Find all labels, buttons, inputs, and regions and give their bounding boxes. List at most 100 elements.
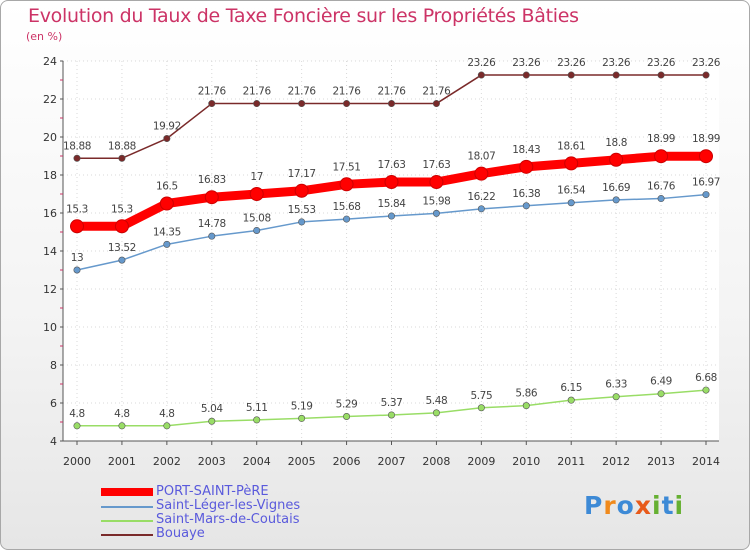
- data-point: [387, 411, 395, 419]
- data-label: 18.99: [692, 133, 720, 145]
- data-point: [702, 386, 710, 394]
- data-label: 14.78: [198, 218, 226, 230]
- data-label: 15.53: [288, 204, 316, 216]
- x-tick-label: 2012: [602, 455, 630, 468]
- data-label: 18.61: [557, 140, 585, 152]
- data-point: [612, 393, 620, 401]
- data-label: 13: [71, 252, 84, 264]
- data-point: [567, 71, 575, 79]
- x-tick-label: 2004: [243, 455, 271, 468]
- x-tick-label: 2010: [512, 455, 540, 468]
- data-label: 21.76: [243, 86, 272, 98]
- data-point: [253, 100, 261, 108]
- legend-swatch-saint-mars: [101, 520, 153, 522]
- data-label: 6.15: [560, 382, 582, 394]
- data-point: [612, 71, 620, 79]
- data-label: 6.68: [695, 372, 717, 384]
- data-point: [163, 135, 171, 143]
- data-point: [477, 205, 485, 213]
- data-label: 15.98: [422, 195, 450, 207]
- data-point: [522, 71, 530, 79]
- data-label: 16.38: [512, 188, 540, 200]
- data-label: 21.76: [422, 86, 451, 98]
- data-label: 16.5: [156, 181, 178, 193]
- y-tick-label: 12: [43, 283, 57, 296]
- data-point: [477, 71, 485, 79]
- data-label: 15.84: [377, 198, 406, 210]
- data-point: [522, 402, 530, 410]
- y-tick-label: 24: [43, 55, 57, 68]
- data-point: [609, 152, 624, 167]
- y-unit-label: (en %): [26, 30, 63, 43]
- x-tick-label: 2006: [333, 455, 361, 468]
- data-label: 16.97: [692, 177, 720, 189]
- data-label: 6.33: [605, 379, 627, 391]
- data-label: 17: [250, 171, 263, 183]
- data-label: 16.69: [602, 182, 630, 194]
- data-point: [567, 199, 575, 207]
- data-label: 5.19: [291, 400, 313, 412]
- data-label: 23.26: [692, 57, 721, 69]
- data-point: [253, 416, 261, 424]
- data-point: [432, 409, 440, 417]
- data-point: [208, 100, 216, 108]
- data-label: 16.83: [198, 174, 226, 186]
- x-tick-label: 2011: [557, 455, 585, 468]
- legend-label: Saint-Mars-de-Coutais: [156, 512, 300, 527]
- y-tick-label: 16: [43, 207, 57, 220]
- data-label: 5.11: [246, 402, 268, 414]
- legend-swatch-saint-leger: [101, 506, 153, 508]
- data-label: 18.8: [605, 137, 627, 149]
- y-tick-label: 10: [43, 321, 57, 334]
- data-point: [702, 71, 710, 79]
- x-tick-label: 2013: [647, 455, 675, 468]
- data-label: 23.26: [602, 57, 631, 69]
- data-point: [612, 196, 620, 204]
- data-point: [519, 159, 534, 174]
- proxiti-logo: Proxiti: [584, 491, 685, 520]
- data-label: 18.07: [467, 151, 495, 163]
- data-label: 18.99: [647, 133, 675, 145]
- data-point: [387, 100, 395, 108]
- data-label: 14.35: [153, 226, 181, 238]
- legend-label: Saint-Léger-les-Vignes: [156, 498, 301, 513]
- data-point: [208, 417, 216, 425]
- data-label: 21.76: [198, 86, 227, 98]
- data-label: 5.37: [381, 397, 403, 409]
- data-point: [654, 149, 669, 164]
- data-point: [384, 175, 399, 190]
- data-label: 5.86: [515, 388, 537, 400]
- data-point: [343, 215, 351, 223]
- data-point: [298, 414, 306, 422]
- data-point: [474, 166, 489, 181]
- data-point: [702, 191, 710, 199]
- data-point: [118, 256, 126, 264]
- y-tick-label: 18: [43, 169, 57, 182]
- data-point: [298, 218, 306, 226]
- x-tick-label: 2008: [422, 455, 450, 468]
- data-point: [343, 100, 351, 108]
- data-label: 6.49: [650, 376, 672, 388]
- y-tick-label: 22: [43, 93, 57, 106]
- data-point: [657, 390, 665, 398]
- data-label: 15.3: [66, 203, 88, 215]
- data-point: [73, 266, 81, 274]
- data-label: 21.76: [377, 86, 406, 98]
- data-point: [387, 212, 395, 220]
- data-point: [477, 404, 485, 412]
- data-point: [432, 209, 440, 217]
- data-label: 5.29: [336, 398, 358, 410]
- data-point: [159, 196, 174, 211]
- data-label: 19.92: [153, 121, 181, 133]
- legend-swatch-port-saint-pere: [101, 488, 153, 496]
- data-point: [294, 183, 309, 198]
- data-point: [429, 175, 444, 190]
- data-label: 23.26: [557, 57, 586, 69]
- data-point: [564, 156, 579, 171]
- data-label: 15.68: [333, 201, 361, 213]
- data-point: [567, 396, 575, 404]
- data-label: 15.3: [111, 203, 133, 215]
- legend-label: Bouaye: [156, 526, 205, 541]
- data-label: 4.8: [69, 408, 85, 420]
